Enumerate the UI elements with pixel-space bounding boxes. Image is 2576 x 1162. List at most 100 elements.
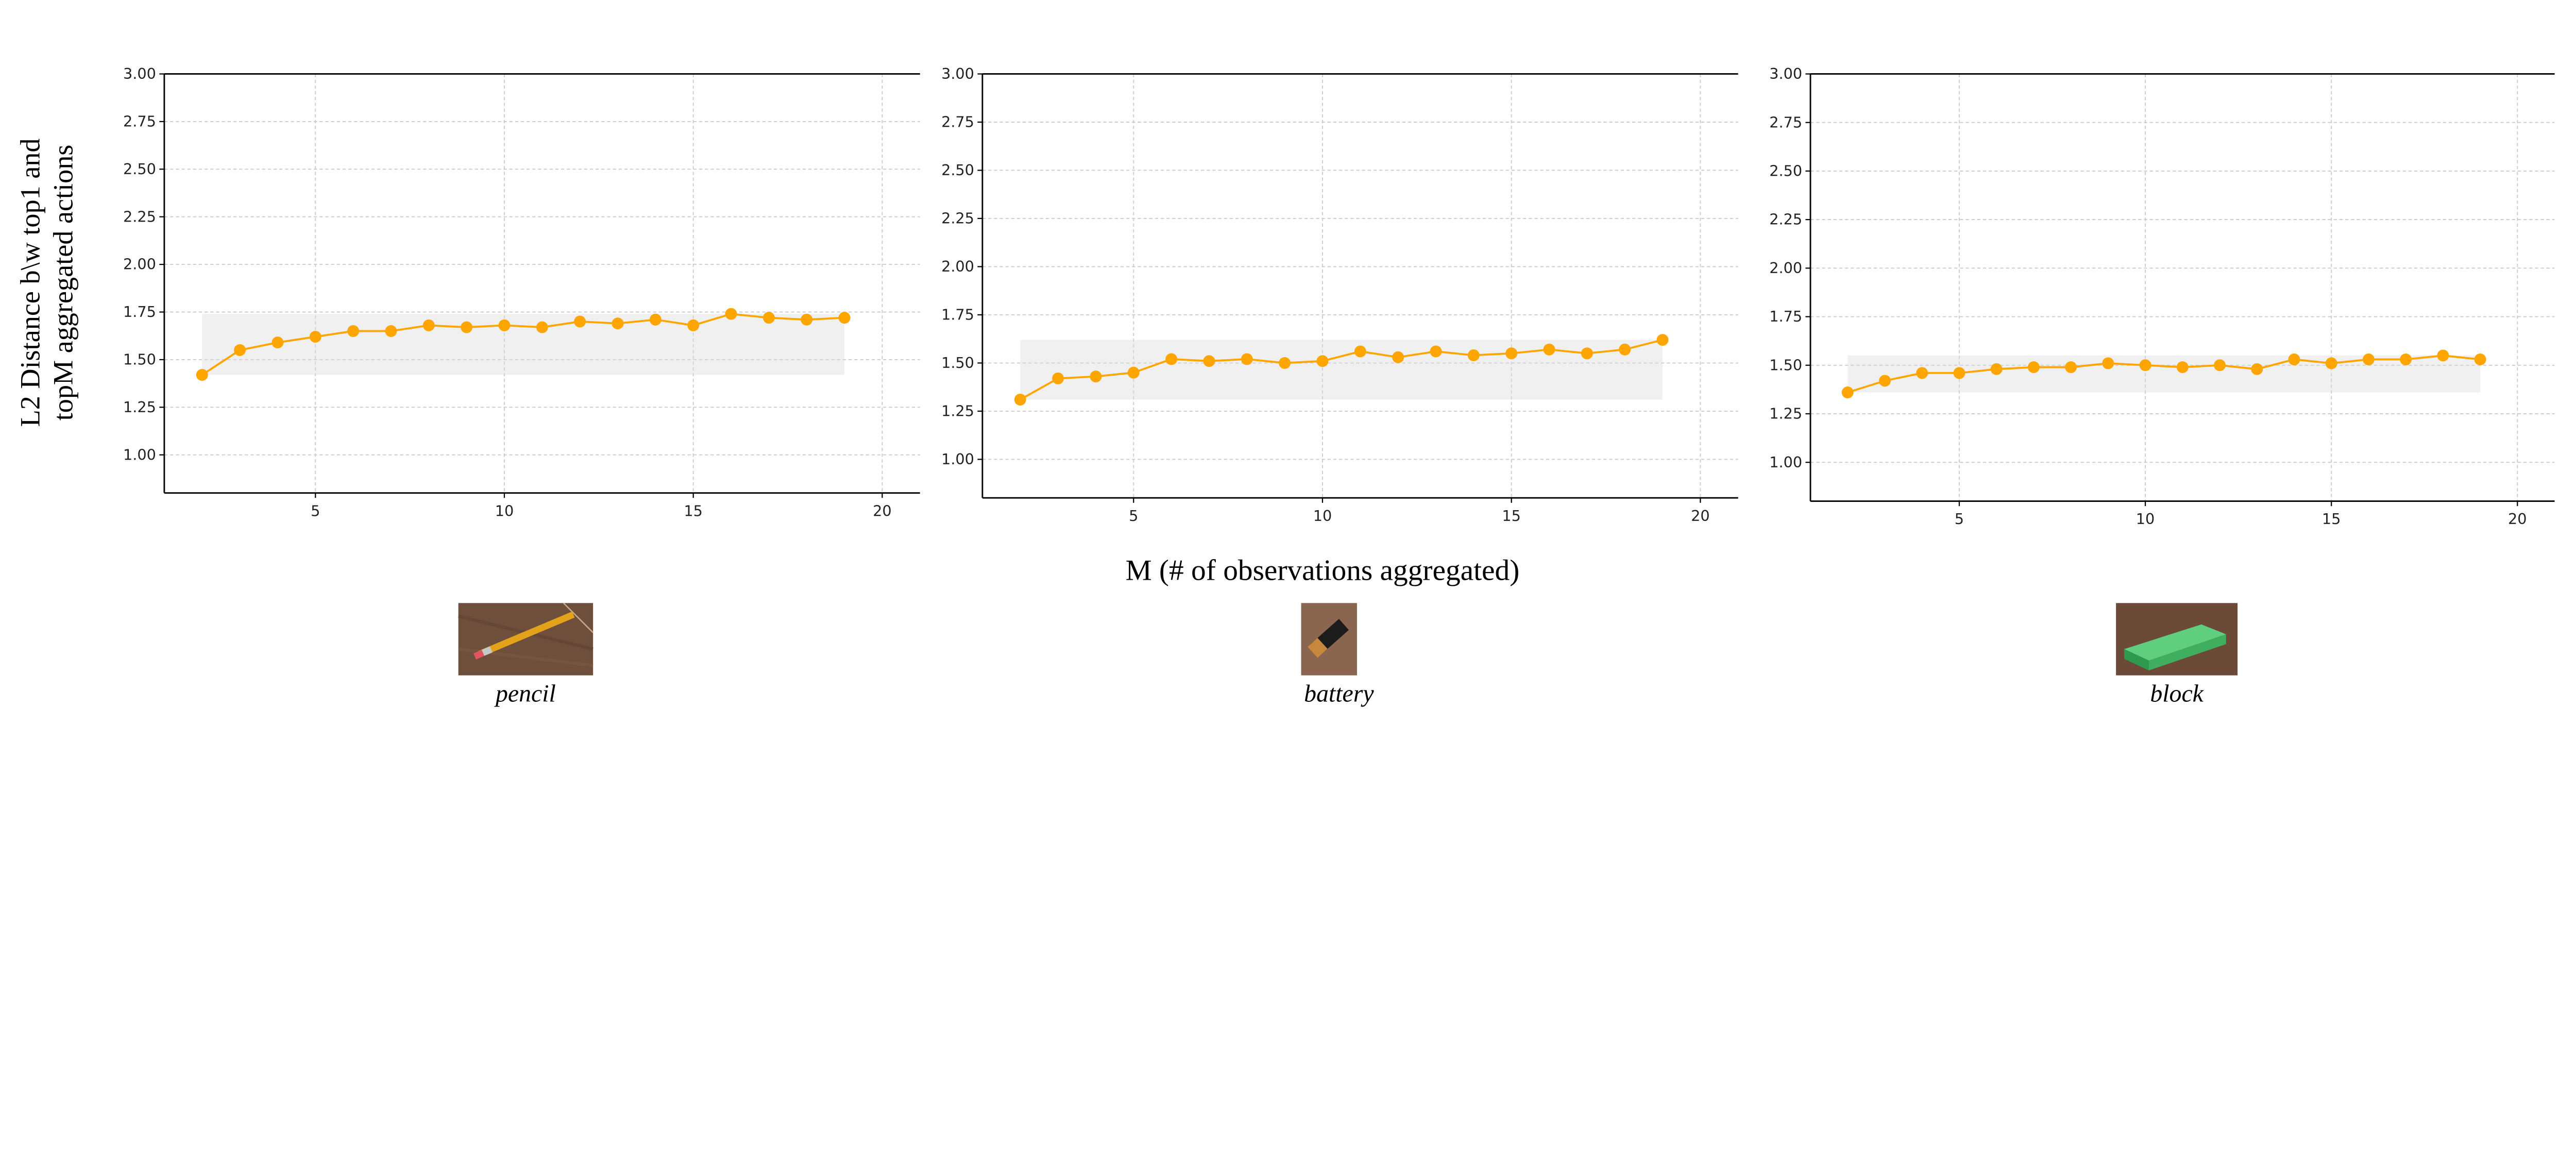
data-point: [1127, 366, 1140, 379]
chart-battery: 1.00 1.25 1.50 1.75 2.00 2.25 2.50 2.75 3.00 5 10 1…: [941, 65, 1738, 525]
data-point: [2251, 363, 2263, 375]
data-point: [2400, 353, 2412, 365]
data-point: [2325, 357, 2337, 369]
data-point: [1354, 345, 1366, 358]
data-point: [1543, 343, 1555, 356]
x-tick-label: 15: [2322, 510, 2341, 528]
chart-pencil: 1.00 1.25 1.50 1.75 2.00 2.25 2.50 2.75 3.00 5 10 1…: [123, 65, 920, 519]
data-point: [801, 313, 813, 326]
range-band: [1020, 340, 1663, 400]
chart-block: 1.00 1.25 1.50 1.75 2.00 2.25 2.50 2.75 3.00 5 10 1…: [1769, 65, 2555, 528]
data-point: [1953, 367, 1965, 379]
data-point: [838, 312, 851, 324]
data-point: [1581, 347, 1593, 360]
x-tick-label: 15: [1502, 507, 1521, 525]
y-axis-label-line-2: topM aggregated actions: [47, 145, 78, 421]
data-point: [1241, 353, 1253, 365]
data-point: [2139, 359, 2151, 372]
x-tick-label: 10: [495, 502, 514, 519]
data-point: [1279, 357, 1291, 369]
y-tick-label: 2.00: [123, 256, 156, 273]
y-tick-label: 2.50: [123, 160, 156, 178]
data-point: [1505, 347, 1518, 360]
x-tick-label: 15: [684, 502, 703, 519]
data-point: [1430, 345, 1442, 358]
block-photo: [2116, 603, 2238, 676]
y-tick-label: 1.25: [123, 398, 156, 416]
y-tick-label: 2.25: [123, 208, 156, 225]
data-point: [2065, 361, 2077, 374]
data-point: [385, 325, 397, 337]
x-tick-label: 20: [1691, 507, 1710, 525]
y-tick-label: 2.50: [1769, 162, 1802, 179]
data-point: [2102, 357, 2114, 369]
x-tick-label: 10: [2136, 510, 2155, 528]
x-tick-label: 10: [1313, 507, 1332, 525]
x-tick-label: 5: [1129, 507, 1138, 525]
y-tick-label: 2.00: [941, 258, 974, 275]
y-tick-label: 2.75: [941, 113, 974, 131]
data-point: [1878, 375, 1891, 387]
y-axis-label: L2 Distance b\w top1 and topM aggregated…: [15, 139, 79, 427]
x-tick-label: 20: [2508, 510, 2527, 528]
data-point: [649, 313, 662, 326]
data-point: [1014, 394, 1026, 406]
data-point: [234, 344, 246, 356]
data-point: [498, 319, 511, 331]
y-tick-label: 1.50: [123, 350, 156, 368]
figure: L2 Distance b\w top1 and topM aggregated…: [15, 65, 2555, 708]
data-point: [1392, 351, 1404, 363]
data-point: [2437, 349, 2449, 362]
data-point: [1916, 367, 1928, 379]
data-point: [1619, 343, 1631, 356]
data-point: [347, 325, 360, 337]
data-point: [1203, 355, 1215, 367]
data-point: [2214, 359, 2226, 372]
data-point: [1990, 363, 2003, 375]
block-label: block: [2150, 680, 2204, 708]
data-point: [1841, 386, 1854, 399]
y-tick-label: 1.00: [1769, 453, 1802, 471]
y-tick-label: 1.75: [123, 303, 156, 321]
pencil-label: pencil: [494, 680, 556, 708]
x-axis-label: M (# of observations aggregated): [1126, 554, 1520, 587]
y-tick-label: 2.75: [1769, 113, 1802, 131]
data-point: [2474, 353, 2486, 365]
data-point: [536, 321, 548, 333]
y-tick-label: 1.25: [1769, 405, 1802, 423]
battery-photo: [1301, 603, 1357, 676]
y-tick-label: 2.50: [941, 161, 974, 179]
y-tick-label: 1.75: [1769, 308, 1802, 325]
x-tick-label: 5: [1955, 510, 1964, 528]
data-point: [309, 331, 321, 343]
data-point: [2027, 361, 2040, 374]
y-tick-label: 2.75: [123, 112, 156, 130]
data-point: [1656, 334, 1669, 346]
data-point: [574, 315, 586, 328]
y-tick-label: 1.50: [1769, 356, 1802, 374]
data-point: [725, 308, 737, 320]
data-point: [687, 319, 700, 331]
y-tick-label: 1.00: [941, 450, 974, 468]
series-line: [201, 313, 845, 376]
charts: 1.00 1.25 1.50 1.75 2.00 2.25 2.50 2.75 3.00 5 10 1…: [123, 65, 2555, 528]
data-point: [272, 336, 284, 349]
data-point: [1467, 349, 1480, 361]
y-tick-label: 3.00: [1769, 65, 1802, 82]
data-point: [196, 368, 208, 381]
series-line: [1020, 339, 1663, 401]
y-tick-label: 2.25: [1769, 211, 1802, 228]
data-point: [1090, 371, 1102, 383]
y-tick-label: 3.00: [941, 65, 974, 82]
y-tick-label: 2.25: [941, 210, 974, 227]
data-point: [461, 321, 473, 333]
battery-label: battery: [1304, 680, 1374, 708]
data-point: [1052, 372, 1064, 384]
data-point: [762, 312, 775, 324]
data-point: [2176, 361, 2189, 374]
y-tick-label: 1.75: [941, 306, 974, 324]
y-axis-label-line-1: L2 Distance b\w top1 and: [15, 139, 46, 427]
data-point: [1165, 353, 1178, 365]
y-tick-label: 1.00: [123, 446, 156, 463]
data-point: [2288, 353, 2300, 365]
